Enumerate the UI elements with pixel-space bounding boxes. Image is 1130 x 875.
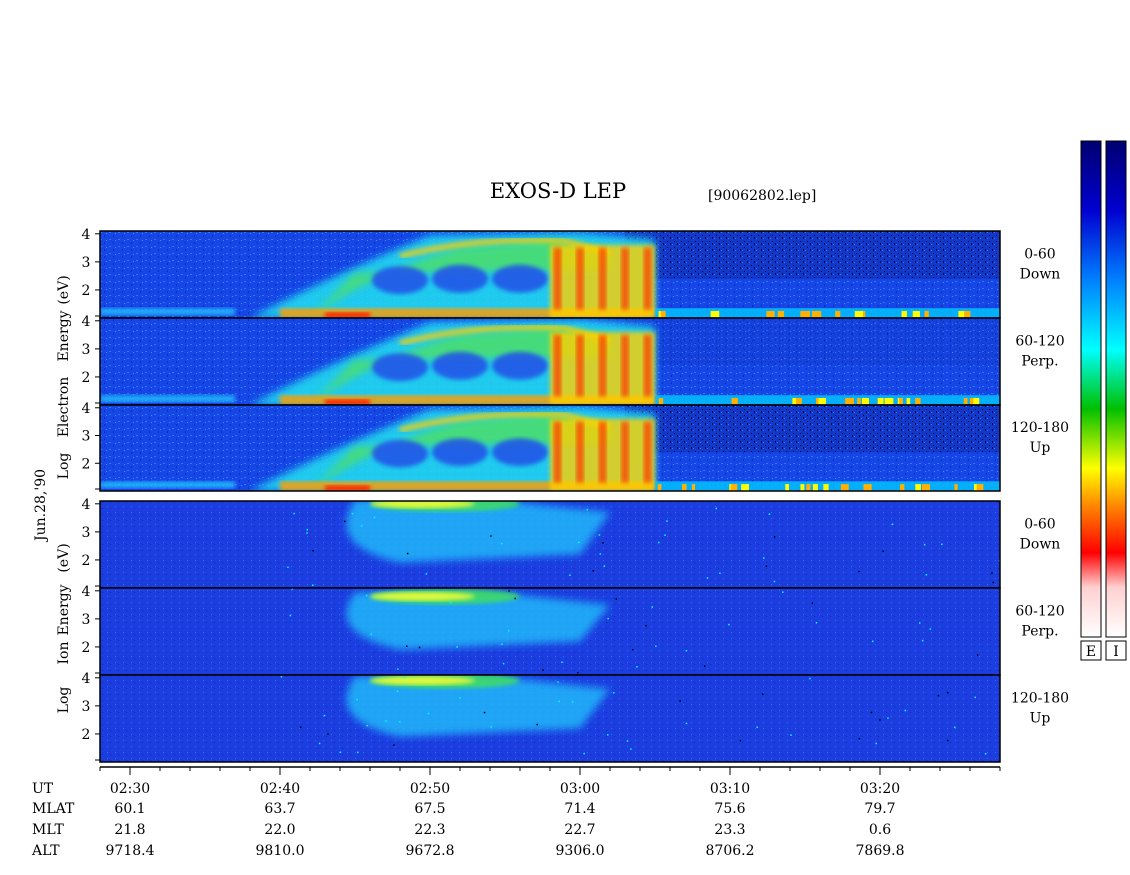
x-value-alt: 7869.8 [856,843,905,859]
pitch-label: 60-120 [1015,334,1064,350]
y-tick-label: 4 [82,584,91,600]
colorbar-e-label: E [1086,644,1096,660]
pitch-label: 0-60 [1024,247,1055,263]
pitch-label: 60-120 [1015,604,1064,620]
pitch-label: 0-60 [1024,517,1055,533]
x-value-mlat: 60.1 [114,801,145,817]
ion-energy-label: Energy [56,584,72,635]
panel-i-60-120 [99,587,1001,676]
panel-i-0-60 [99,500,1001,589]
electron-log-label: Log [56,453,72,480]
x-value-alt: 9718.4 [106,843,155,859]
direction-label: Up [1030,711,1051,727]
y-tick-label: 4 [82,314,91,330]
y-tick-label: 4 [82,497,91,513]
x-value-mlat: 63.7 [264,801,295,817]
direction-label: Down [1020,267,1061,283]
x-value-mlat: 67.5 [414,801,445,817]
direction-label: Perp. [1021,354,1058,370]
x-value-alt: 9810.0 [256,843,305,859]
x-value-mlt: 23.3 [714,822,745,838]
chart-title: EXOS-D LEP [490,179,626,203]
colorbar-i-label: I [1113,644,1119,660]
x-value-alt: 9306.0 [556,843,605,859]
ion-log-label: Log [56,687,72,714]
panel-e-120-180 [99,404,1001,492]
y-tick-label: 3 [82,699,91,715]
x-value-mlt: 22.3 [414,822,445,838]
row-label-mlat: MLAT [32,801,75,817]
y-tick-label: 4 [82,671,91,687]
panel-e-60-120 [99,317,1001,406]
direction-label: Up [1030,440,1051,456]
row-label-alt: ALT [31,843,60,859]
x-value-t: 03:00 [560,781,600,797]
y-tick-label: 3 [82,255,91,271]
y-tick-label: 3 [82,525,91,541]
ion-unit-label: (eV) [56,543,72,572]
x-value-mlt: 0.6 [869,822,891,838]
y-tick-label: 2 [82,553,91,569]
pitch-angle-labels: 0-60 Down 60-120 Perp. 120-180 Up 0-60 Down 60-1… [1011,247,1069,727]
date-label: Jun.28,'90 [33,469,49,543]
electron-unit-label: (eV) [56,275,72,304]
row-label-ut: UT [32,781,54,797]
y-tick-label: 2 [82,727,91,743]
electron-species-label: Electron [56,377,72,438]
x-value-t: 02:40 [260,781,300,797]
x-value-mlt: 22.7 [564,822,595,838]
x-value-t: 02:50 [410,781,450,797]
y-tick-label: 2 [82,640,91,656]
x-value-mlt: 21.8 [114,822,145,838]
y-tick-label: 3 [82,429,91,445]
y-tick-label: 2 [82,456,91,472]
y-tick-label: 4 [82,401,91,417]
y-tick-label: 4 [82,227,91,243]
x-value-mlat: 71.4 [564,801,595,817]
pitch-label: 120-180 [1011,420,1069,436]
y-tick-label: 2 [82,370,91,386]
ion-species-label: Ion [56,642,72,665]
y-axes: 4 3 2 4 3 2 4 3 2 4 3 2 4 3 2 4 3 2 [82,227,100,761]
colorbar-ion: I [1105,140,1127,661]
file-label: [90062802.lep] [708,188,816,204]
panel-e-0-60 [99,230,1001,319]
y-tick-label: 3 [82,342,91,358]
x-value-t: 03:20 [860,781,900,797]
electron-energy-label: Energy [56,310,72,361]
x-value-mlat: 79.7 [864,801,895,817]
x-value-t: 03:10 [710,781,750,797]
x-value-mlat: 75.6 [714,801,745,817]
x-value-alt: 8706.2 [706,843,755,859]
x-value-alt: 9672.8 [406,843,455,859]
ion-axis-label: Log Ion Energy (eV) [56,543,72,713]
panel-i-120-180 [99,674,1001,763]
y-tick-label: 3 [82,612,91,628]
x-value-t: 02:30 [110,781,150,797]
direction-label: Perp. [1021,624,1058,640]
pitch-label: 120-180 [1011,691,1069,707]
spectrogram-panels [99,230,1001,763]
colorbar-electron: E [1080,140,1102,661]
x-value-mlt: 22.0 [264,822,295,838]
row-label-mlt: MLT [32,822,64,838]
x-axis: UT MLAT MLT ALT 02:30 60.1 21.8 9718.4 02:40 63.7… [31,766,1001,859]
electron-axis-label: Log Electron Energy (eV) [56,275,72,479]
y-tick-label: 2 [82,283,91,299]
direction-label: Down [1020,537,1061,553]
